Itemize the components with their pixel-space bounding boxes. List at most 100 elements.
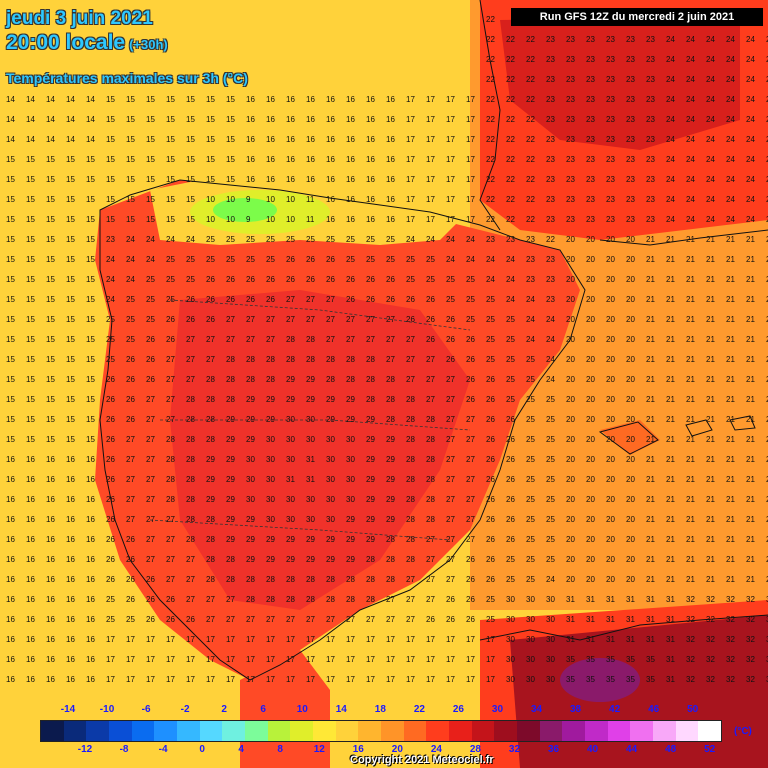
temperature-value: 24 [686, 175, 695, 184]
temperature-value: 23 [606, 135, 615, 144]
temperature-value: 16 [266, 115, 275, 124]
temperature-value: 21 [746, 335, 755, 344]
temperature-value: 15 [186, 95, 195, 104]
temperature-value: 15 [46, 155, 55, 164]
temperature-value: 26 [106, 455, 115, 464]
temperature-value: 28 [406, 535, 415, 544]
temperature-value: 16 [6, 555, 15, 564]
temperature-value: 16 [326, 175, 335, 184]
temperature-value: 24 [686, 155, 695, 164]
temperature-value: 21 [766, 395, 768, 404]
legend-tick-label: -14 [60, 704, 76, 715]
temperature-value: 15 [146, 175, 155, 184]
temperature-value: 16 [326, 155, 335, 164]
temperature-value: 16 [26, 515, 35, 524]
temperature-value: 23 [646, 35, 655, 44]
temperature-value: 15 [146, 215, 155, 224]
temperature-value: 24 [126, 235, 135, 244]
temperature-value: 26 [106, 415, 115, 424]
temperature-value: 28 [166, 495, 175, 504]
temperature-value: 24 [686, 215, 695, 224]
temperature-value: 27 [426, 535, 435, 544]
temperature-value: 16 [86, 635, 95, 644]
temperature-value: 17 [366, 635, 375, 644]
temperature-value: 14 [86, 115, 95, 124]
temperature-value: 23 [546, 275, 555, 284]
temperature-value: 31 [666, 655, 675, 664]
temperature-value: 35 [606, 655, 615, 664]
temperature-value: 16 [346, 95, 355, 104]
temperature-value: 15 [206, 95, 215, 104]
temperature-value: 16 [386, 95, 395, 104]
temperature-value: 26 [126, 595, 135, 604]
temperature-value: 30 [326, 495, 335, 504]
temperature-value: 23 [606, 155, 615, 164]
temperature-value: 17 [406, 215, 415, 224]
temperature-value: 20 [566, 335, 575, 344]
temperature-value: 32 [726, 675, 735, 684]
temperature-value: 15 [6, 275, 15, 284]
temperature-value: 23 [586, 175, 595, 184]
temperature-value: 25 [126, 315, 135, 324]
temperature-value: 24 [766, 35, 768, 44]
temperature-value: 26 [206, 295, 215, 304]
temperature-value: 23 [646, 175, 655, 184]
temperature-value: 15 [186, 175, 195, 184]
temperature-value: 24 [706, 195, 715, 204]
temperature-value: 27 [186, 375, 195, 384]
temperature-value: 21 [686, 335, 695, 344]
temperature-value: 31 [606, 595, 615, 604]
temperature-value: 20 [626, 375, 635, 384]
temperature-value: 16 [66, 495, 75, 504]
temperature-value: 15 [6, 175, 15, 184]
temperature-value: 16 [26, 555, 35, 564]
copyright: Copyright 2021 Meteociel.fr [350, 754, 494, 766]
temperature-value: 15 [6, 195, 15, 204]
temperature-value: 21 [666, 375, 675, 384]
temperature-value: 25 [146, 275, 155, 284]
temperature-value: 16 [26, 535, 35, 544]
temperature-value: 20 [626, 415, 635, 424]
temperature-value: 21 [706, 375, 715, 384]
temperature-value: 16 [386, 215, 395, 224]
temperature-value: 20 [566, 275, 575, 284]
temperature-value: 17 [306, 655, 315, 664]
temperature-value: 29 [246, 395, 255, 404]
temperature-value: 32 [706, 615, 715, 624]
temperature-value: 25 [166, 275, 175, 284]
color-scale-swatch [698, 721, 722, 741]
temperature-value: 9 [246, 215, 251, 224]
temperature-value: 14 [86, 95, 95, 104]
temperature-value: 30 [546, 595, 555, 604]
temperature-value: 24 [686, 35, 695, 44]
temperature-value: 27 [466, 415, 475, 424]
legend-tick-label: 2 [221, 704, 227, 715]
temperature-value: 25 [546, 495, 555, 504]
temperature-value: 15 [46, 295, 55, 304]
temperature-value: 29 [226, 495, 235, 504]
temperature-value: 25 [546, 475, 555, 484]
temperature-value: 17 [446, 655, 455, 664]
temperature-value: 21 [646, 235, 655, 244]
temperature-value: 17 [466, 215, 475, 224]
temperature-value: 26 [506, 455, 515, 464]
temperature-value: 17 [486, 675, 495, 684]
temperature-value: 30 [306, 515, 315, 524]
temperature-value: 16 [326, 115, 335, 124]
temperature-value: 16 [246, 175, 255, 184]
temperature-value: 29 [226, 415, 235, 424]
temperature-value: 26 [326, 255, 335, 264]
temperature-value: 24 [746, 135, 755, 144]
temperature-value: 29 [226, 475, 235, 484]
temperature-value: 30 [506, 675, 515, 684]
temperature-value: 15 [86, 335, 95, 344]
temperature-value: 20 [626, 235, 635, 244]
temperature-value: 29 [206, 495, 215, 504]
temperature-value: 23 [646, 75, 655, 84]
color-scale-swatch [539, 721, 563, 741]
temperature-value: 16 [46, 495, 55, 504]
temperature-value: 29 [346, 395, 355, 404]
temperature-value: 15 [186, 215, 195, 224]
temperature-value: 23 [566, 115, 575, 124]
temperature-value: 28 [266, 575, 275, 584]
